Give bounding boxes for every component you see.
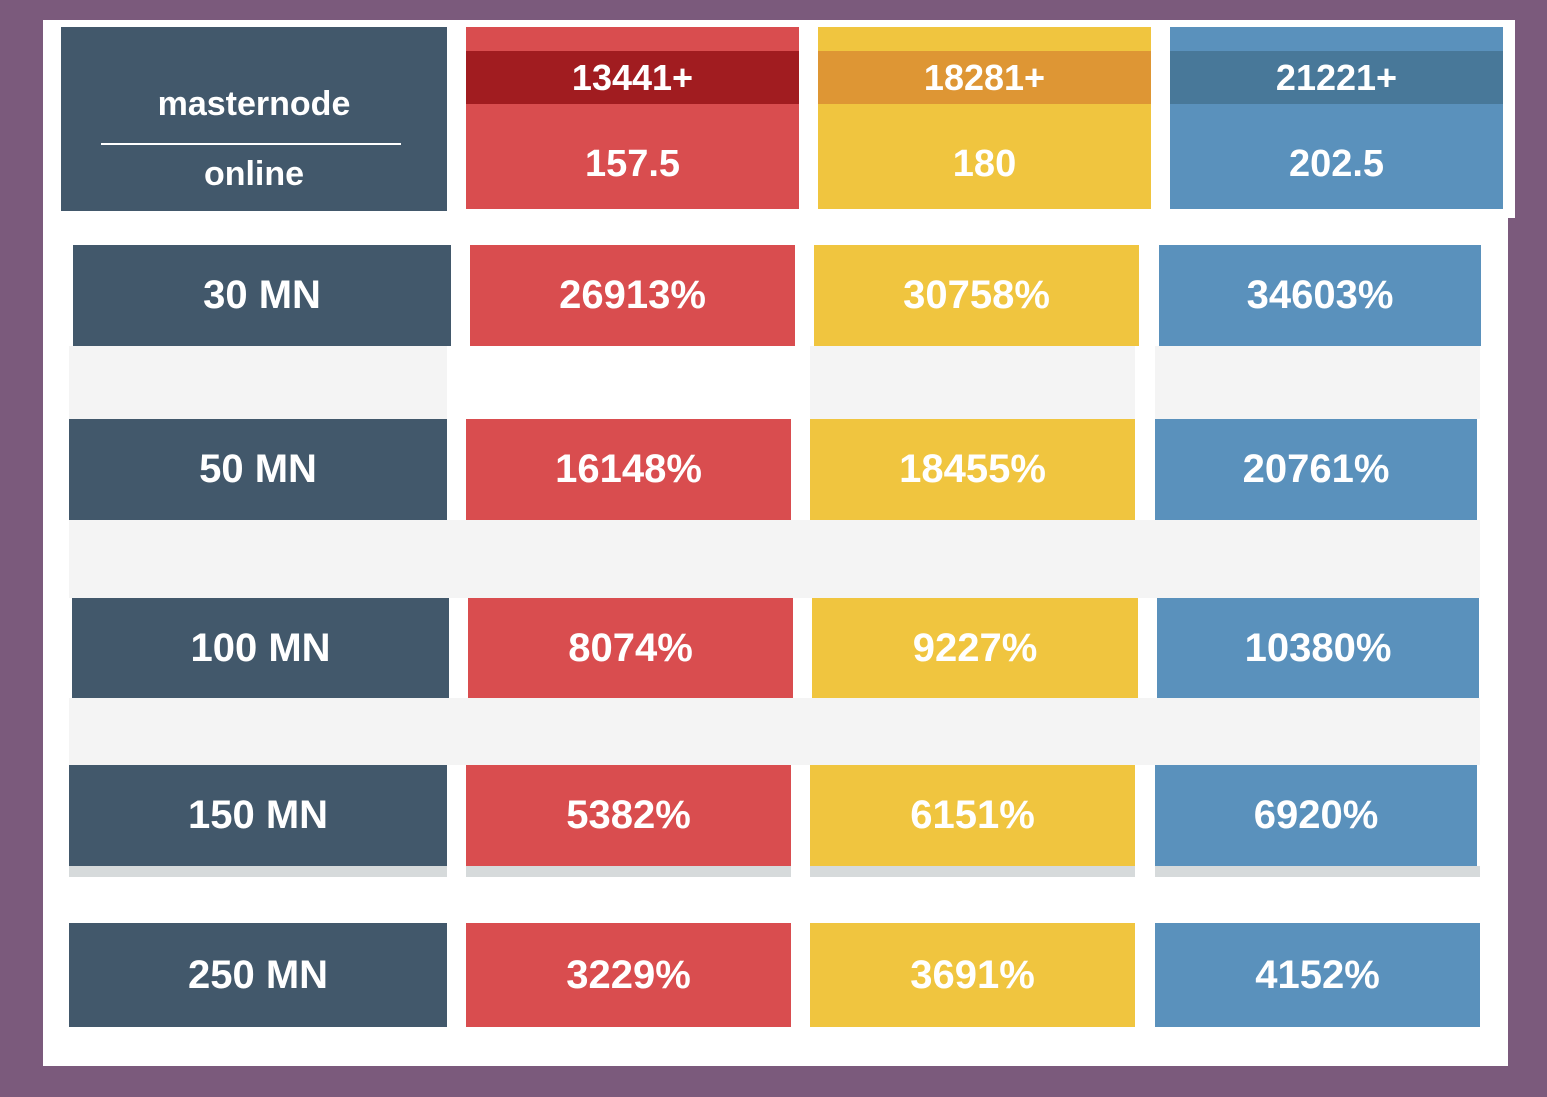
tier-threshold: 21221+ xyxy=(1170,51,1503,104)
roi-cell-tier3: 34603% xyxy=(1159,245,1481,346)
roi-cell-tier1: 26913% xyxy=(470,245,795,346)
roi-cell-tier1: 8074% xyxy=(468,598,793,698)
roi-cell-tier1: 3229% xyxy=(466,923,791,1027)
row-label-50-mn: 50 MN xyxy=(69,419,447,520)
roi-cell-tier3: 20761% xyxy=(1155,419,1477,520)
row-shadow xyxy=(810,866,1135,877)
roi-cell-tier3: 6920% xyxy=(1155,765,1477,866)
tier-header-1: 13441+ 157.5 xyxy=(466,27,799,209)
header-label-masternode: masternode xyxy=(157,85,351,123)
roi-cell-tier1: 16148% xyxy=(466,419,791,520)
row-label-30-mn: 30 MN xyxy=(73,245,451,346)
row-gap xyxy=(810,346,1135,419)
tier-header-2: 18281+ 180 xyxy=(818,27,1151,209)
row-gap xyxy=(69,698,1480,765)
row-label-100-mn: 100 MN xyxy=(72,598,449,698)
header-divider xyxy=(101,143,401,145)
row-shadow xyxy=(1155,866,1480,877)
row-label-150-mn: 150 MN xyxy=(69,765,447,866)
roi-cell-tier2: 3691% xyxy=(810,923,1135,1027)
roi-cell-tier3: 4152% xyxy=(1155,923,1480,1027)
panel-edge xyxy=(1508,218,1515,1066)
tier-reward: 180 xyxy=(952,142,1017,185)
tier-threshold: 18281+ xyxy=(818,51,1151,104)
row-gap xyxy=(69,520,1480,598)
roi-cell-tier1: 5382% xyxy=(466,765,791,866)
tier-reward: 202.5 xyxy=(1288,142,1385,185)
roi-cell-tier3: 10380% xyxy=(1157,598,1479,698)
tier-header-3: 21221+ 202.5 xyxy=(1170,27,1503,209)
roi-cell-tier2: 6151% xyxy=(810,765,1135,866)
tier-reward: 157.5 xyxy=(584,142,681,185)
tier-threshold: 13441+ xyxy=(466,51,799,104)
header-label-online: online xyxy=(203,155,305,193)
row-label-250-mn: 250 MN xyxy=(69,923,447,1027)
roi-cell-tier2: 18455% xyxy=(810,419,1135,520)
row-gap xyxy=(1155,346,1480,419)
row-shadow xyxy=(69,866,447,877)
roi-cell-tier2: 9227% xyxy=(812,598,1138,698)
header-label-box: masternode online xyxy=(61,27,447,211)
roi-cell-tier2: 30758% xyxy=(814,245,1139,346)
row-gap xyxy=(69,346,447,419)
row-shadow xyxy=(466,866,791,877)
